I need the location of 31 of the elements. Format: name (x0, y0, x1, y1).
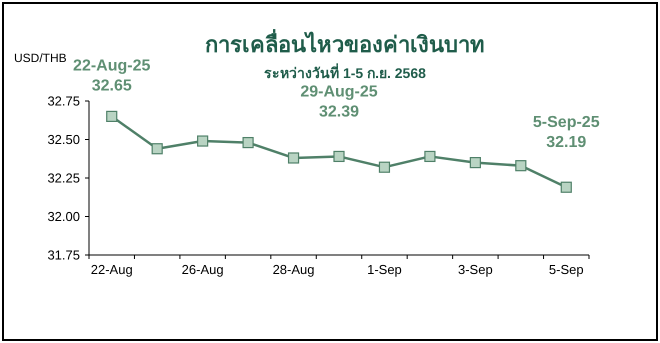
text: 32.65 (92, 77, 132, 94)
y-tick-label: 32.00 (47, 209, 80, 224)
text: 32.19 (546, 134, 586, 152)
point (470, 157, 481, 168)
y-tick-label: 32.25 (47, 170, 80, 186)
text: 29-Aug-25 (300, 83, 378, 100)
chart-title: การเคลื่อนไหวของค่าเงินบาท (205, 28, 485, 57)
point (424, 150, 436, 162)
point (152, 143, 163, 154)
point (378, 162, 390, 173)
annotation: 5-Sep-25 (532, 114, 600, 132)
y-axis-title: USD/THB (14, 51, 67, 65)
x-tick-label: 5-Sep (548, 262, 584, 277)
x-tick-label: 22-Aug (90, 262, 133, 277)
text: 22-Aug-25 (73, 57, 150, 74)
point (333, 150, 345, 162)
text: 32.39 (318, 103, 360, 120)
point (560, 182, 572, 193)
point (242, 136, 254, 148)
point (288, 152, 300, 164)
point (197, 135, 208, 147)
chart-subtitle: ระหว่างวันที่ 1-5 ก.ย. 2568 (264, 63, 426, 81)
x-tick-label: 1-Sep (367, 262, 402, 277)
y-tick-label: 32.75 (47, 94, 80, 108)
x-tick-label: 3-Sep (458, 262, 493, 277)
y-tick-label: 31.75 (47, 248, 80, 262)
x-tick-label: 28-Aug (272, 262, 315, 277)
y-tick-label: 32.50 (47, 132, 80, 147)
x-tick-label: 26-Aug (182, 262, 224, 277)
point (515, 160, 526, 172)
point (106, 110, 118, 122)
